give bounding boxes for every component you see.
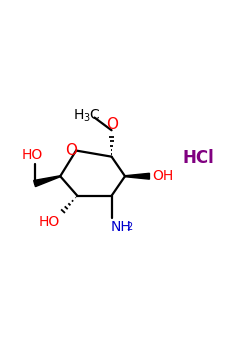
Text: NH: NH <box>110 220 131 234</box>
Text: O: O <box>65 142 77 158</box>
Text: HO: HO <box>38 215 60 229</box>
Text: HCl: HCl <box>182 149 214 167</box>
Text: C: C <box>89 108 99 122</box>
Text: OH: OH <box>152 169 173 183</box>
Text: 2: 2 <box>127 222 133 232</box>
Polygon shape <box>34 176 60 187</box>
Text: HO: HO <box>22 148 43 162</box>
Text: 3: 3 <box>84 113 89 123</box>
Text: O: O <box>106 117 118 132</box>
Polygon shape <box>125 173 150 179</box>
Text: H: H <box>74 108 84 122</box>
